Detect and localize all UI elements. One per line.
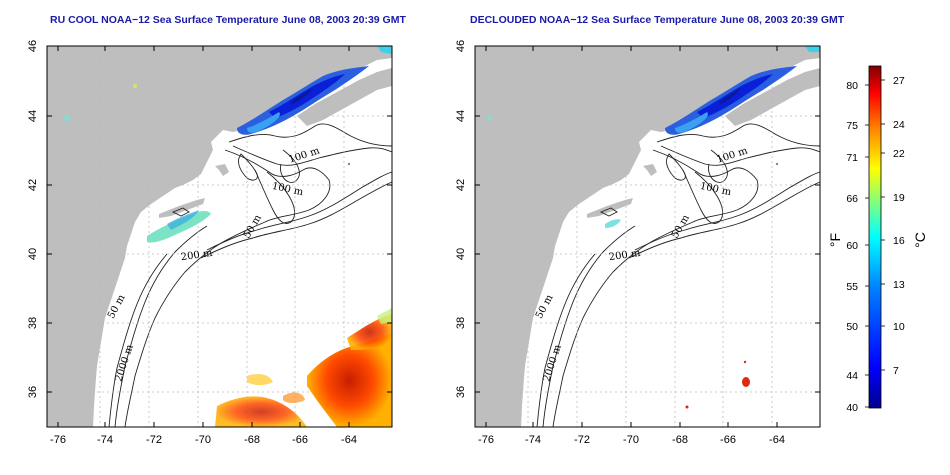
colorbar-f-label: 66	[846, 193, 858, 205]
colorbar-f-label: 75	[846, 120, 858, 132]
colorbar-c-label: 13	[893, 279, 905, 291]
colorbar-f-label: 71	[846, 152, 858, 164]
x-tick-label: -68	[244, 434, 260, 446]
colorbar-f-label: 50	[846, 321, 858, 333]
x-tick-label: -74	[97, 434, 113, 446]
x-tick-label: -64	[341, 434, 357, 446]
y-tick-label: 46	[455, 40, 467, 52]
map-frame	[46, 45, 393, 428]
map-frame	[474, 45, 821, 428]
x-tick-label: -72	[574, 434, 590, 446]
y-tick-label: 40	[455, 248, 467, 260]
x-tick-label: -76	[478, 434, 494, 446]
contour-label: 200 m	[180, 248, 213, 263]
colorbar-c-label: 10	[893, 321, 905, 333]
colorbar-unit-f: °F	[827, 233, 843, 247]
y-tick-label: 36	[27, 386, 39, 398]
y-tick-label: 42	[27, 179, 39, 191]
x-tick-label: -76	[50, 434, 66, 446]
contour-label: 200 m	[608, 248, 641, 263]
map-title-raw: RU COOL NOAA−12 Sea Surface Temperature …	[50, 14, 406, 26]
y-tick-label: 38	[27, 317, 39, 329]
colorbar-f-label: 55	[846, 281, 858, 293]
colorbar-c-label: 27	[893, 75, 905, 87]
x-tick-label: -74	[525, 434, 541, 446]
y-tick-label: 38	[455, 317, 467, 329]
y-tick-label: 42	[455, 179, 467, 191]
colorbar-c-label: 16	[893, 235, 905, 247]
colorbar-c-label: 24	[893, 119, 905, 131]
map-title-declouded: DECLOUDED NOAA−12 Sea Surface Temperatur…	[470, 14, 845, 26]
x-tick-label: -70	[195, 434, 211, 446]
x-tick-label: -66	[292, 434, 308, 446]
colorbar-c-label: 7	[893, 365, 899, 377]
x-tick-label: -70	[623, 434, 639, 446]
colorbar-c-label: 19	[893, 192, 905, 204]
colorbar-f-label: 60	[846, 240, 858, 252]
colorbar	[868, 65, 882, 409]
x-tick-label: -68	[672, 434, 688, 446]
colorbar-unit-c: °C	[912, 232, 928, 248]
y-tick-label: 40	[27, 248, 39, 260]
colorbar-f-label: 44	[846, 370, 858, 382]
colorbar-f-label: 40	[846, 402, 858, 414]
y-tick-label: 46	[27, 40, 39, 52]
map-panel-declouded	[474, 45, 821, 428]
y-tick-label: 44	[27, 110, 39, 122]
x-tick-label: -72	[146, 434, 162, 446]
colorbar-c-label: 22	[893, 148, 905, 160]
x-tick-label: -64	[769, 434, 785, 446]
y-tick-label: 36	[455, 386, 467, 398]
colorbar-f-label: 80	[846, 80, 858, 92]
y-tick-label: 44	[455, 110, 467, 122]
x-tick-label: -66	[720, 434, 736, 446]
map-panel-raw	[46, 45, 393, 428]
